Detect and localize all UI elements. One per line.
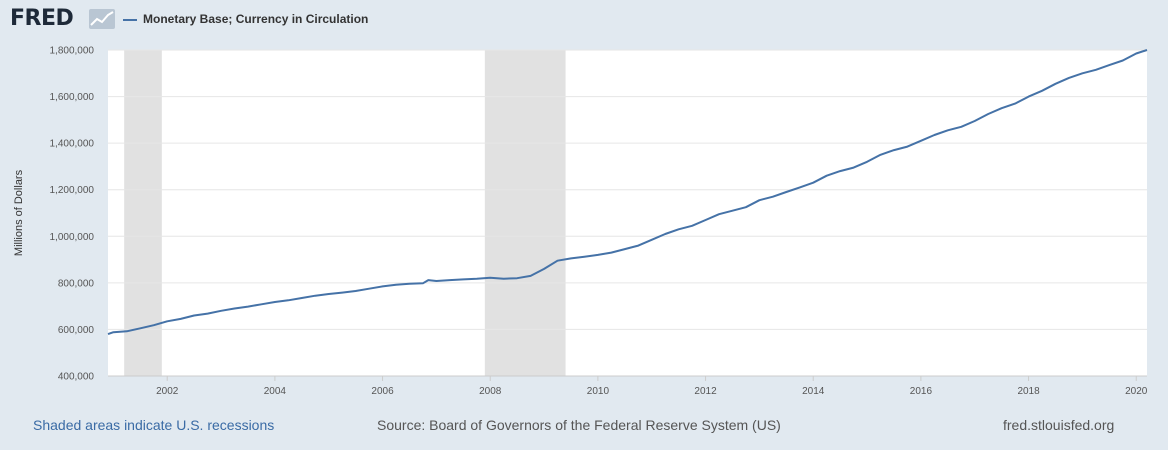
x-tick-label: 2016 [910, 386, 933, 397]
x-tick-label: 2004 [264, 386, 287, 397]
legend-swatch [123, 19, 137, 21]
x-tick-label: 2014 [802, 386, 825, 397]
legend-label: Monetary Base; Currency in Circulation [143, 12, 369, 26]
y-tick-label: 600,000 [58, 325, 95, 336]
y-tick-label: 1,000,000 [50, 232, 95, 243]
x-tick-label: 2002 [156, 386, 179, 397]
x-tick-label: 2008 [479, 386, 502, 397]
x-tick-label: 2010 [587, 386, 610, 397]
recession-band-1 [124, 50, 162, 376]
x-tick-label: 2006 [371, 386, 394, 397]
y-axis-title: Millions of Dollars [13, 169, 25, 256]
site-url: fred.stlouisfed.org [1003, 417, 1115, 433]
series-layer [107, 49, 1148, 336]
source-note: Source: Board of Governors of the Federa… [377, 417, 781, 433]
recession-shading-layer [124, 50, 566, 376]
chart-header: FRED Monetary Base; Currency in Circulat… [0, 0, 1168, 40]
y-tick-label: 1,200,000 [50, 185, 95, 196]
line-graph-icon [89, 9, 115, 29]
y-tick-label: 400,000 [58, 372, 95, 383]
fred-logo[interactable]: FRED [10, 6, 74, 31]
x-axis-ticks: 2002 2004 2006 2008 2010 2012 2014 2016 2018 2020 [108, 375, 1148, 397]
line-chart: 400,000 600,000 800,000 1,000,000 1,200,000 1… [13, 46, 1148, 398]
recession-band-2 [484, 50, 566, 376]
y-tick-label: 1,800,000 [50, 46, 95, 57]
y-tick-label: 1,600,000 [50, 92, 95, 103]
x-tick-label: 2020 [1125, 386, 1148, 397]
y-tick-label: 800,000 [58, 278, 95, 289]
y-axis-ticks: 400,000 600,000 800,000 1,000,000 1,200,000 1… [50, 46, 95, 383]
recession-note-link[interactable]: Shaded areas indicate U.S. recessions [33, 417, 275, 433]
series-line-1 [107, 49, 1148, 336]
x-tick-label: 2018 [1017, 386, 1040, 397]
x-tick-label: 2012 [694, 386, 717, 397]
y-tick-label: 1,400,000 [50, 139, 95, 150]
plot-area [108, 50, 1147, 376]
